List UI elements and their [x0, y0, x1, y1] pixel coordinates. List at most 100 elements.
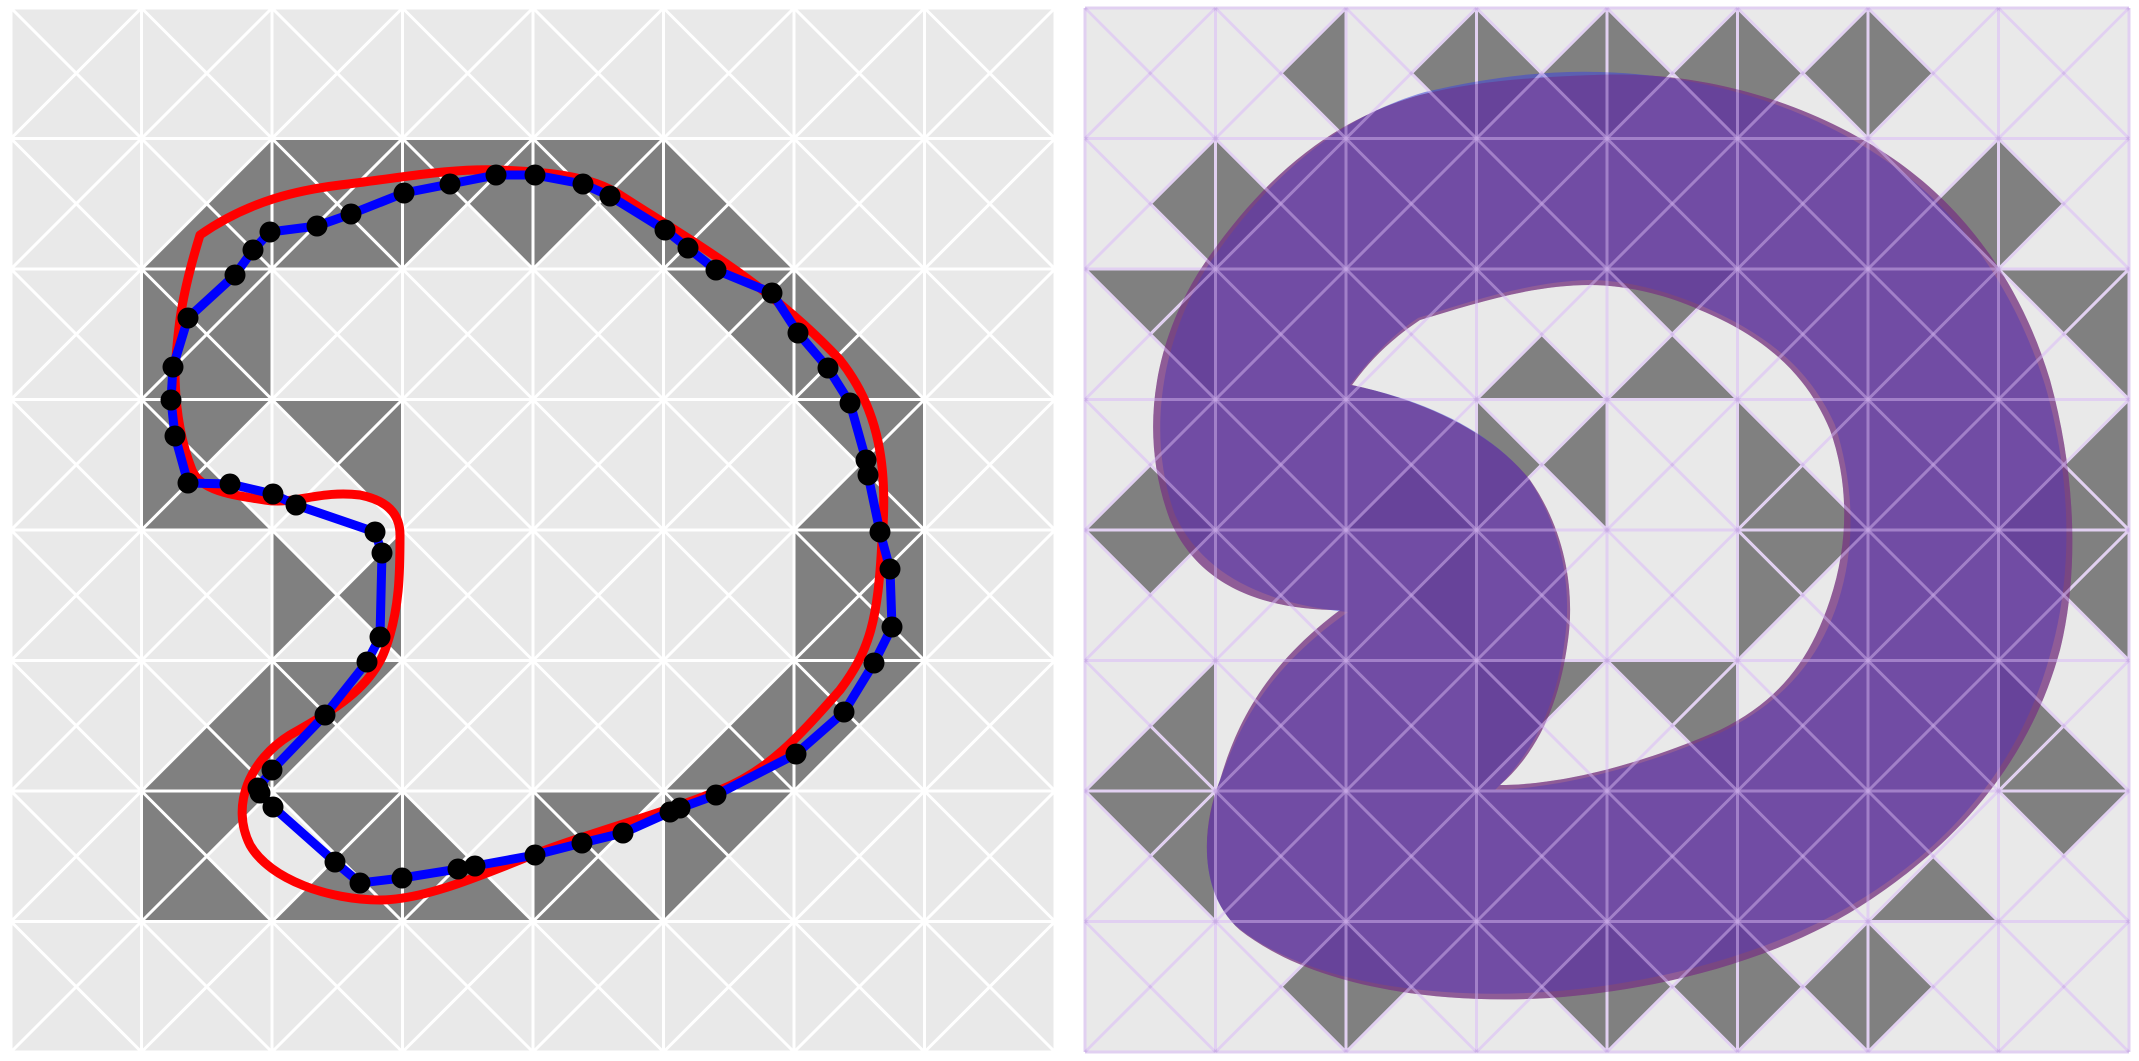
grid-diagonal	[662, 6, 796, 140]
grid-diagonal	[1214, 789, 1348, 923]
grid-diagonal	[1083, 528, 1217, 662]
right-dark-triangle	[1868, 921, 1934, 1052]
left-dark-triangle	[663, 791, 729, 922]
contour-vertex	[677, 237, 699, 259]
left-dark-triangle	[533, 791, 599, 922]
grid-diagonal	[923, 789, 1057, 923]
contour-vertex	[571, 832, 593, 854]
grid-diagonal	[1344, 267, 1478, 401]
contour-vertex	[485, 164, 507, 186]
right-dark-triangle	[2063, 530, 2129, 661]
left-dark-triangle	[141, 464, 272, 530]
right-dark-triangle	[1802, 921, 1868, 1052]
grid-diagonal	[1997, 659, 2131, 793]
right-dark-triangle	[1150, 660, 1216, 791]
grid-diagonal	[792, 528, 926, 662]
left-dark-triangle	[859, 399, 925, 530]
left-dark-triangle	[141, 856, 272, 922]
contour-vertex	[881, 616, 903, 638]
grid-diagonal	[923, 267, 1057, 401]
grid-diagonal	[401, 789, 535, 923]
grid-diagonal	[1083, 920, 1217, 1054]
left-dark-triangle	[794, 530, 860, 661]
grid-diagonal	[9, 6, 143, 140]
grid-diagonal	[401, 659, 535, 793]
right-dark-triangle	[1737, 399, 1803, 530]
grid-diagonal	[1344, 6, 1478, 140]
grid-diagonal	[1344, 528, 1478, 662]
grid-diagonal	[1344, 659, 1478, 793]
right-dark-triangle	[1476, 334, 1607, 400]
grid-diagonal	[270, 267, 404, 401]
contour-vertex	[219, 473, 241, 495]
left-dark-triangle	[337, 791, 403, 922]
grid-diagonal	[531, 920, 665, 1054]
grid-diagonal	[9, 659, 143, 793]
grid-diagonal	[1866, 6, 2000, 140]
grid-diagonal	[531, 137, 665, 271]
grid-diagonal	[1475, 659, 1609, 793]
grid-diagonal	[531, 528, 665, 662]
right-dark-triangle	[1737, 530, 1803, 661]
grid-diagonal	[1997, 528, 2131, 662]
contour-vertex	[242, 239, 264, 261]
right-dark-triangle	[1868, 856, 1999, 922]
contour-vertex	[393, 182, 415, 204]
contour-vertex	[447, 858, 469, 880]
left-dark-triangle	[533, 856, 664, 922]
left-dark-triangle	[141, 725, 272, 791]
contour-vertex	[464, 855, 486, 877]
grid-diagonal	[1475, 137, 1609, 271]
grid-diagonal	[140, 920, 274, 1054]
grid-diagonal	[1866, 528, 2000, 662]
left-grid-lines	[9, 6, 1057, 1054]
contour-vertex	[572, 173, 594, 195]
grid-diagonal	[1344, 137, 1478, 271]
left-dark-triangle	[272, 856, 403, 922]
grid-diagonal	[140, 398, 274, 532]
left-dark-triangle	[141, 203, 272, 269]
grid-diagonal	[1475, 920, 1609, 1054]
grid-diagonal	[1736, 920, 1870, 1054]
contour-vertex	[349, 872, 371, 894]
left-dark-triangle	[206, 660, 272, 791]
contour-vertex	[247, 777, 269, 799]
contour-vertex	[162, 356, 184, 378]
grid-diagonal	[140, 6, 274, 140]
right-dark-triangle	[1933, 138, 1999, 269]
right-dark-triangle	[1737, 464, 1868, 530]
grid-diagonal	[792, 6, 926, 140]
grid-diagonal	[1214, 659, 1348, 793]
contour-vertex	[857, 464, 879, 486]
grid-diagonal	[792, 659, 926, 793]
contour-vertex	[785, 743, 807, 765]
right-dark-triangle	[1998, 725, 2129, 791]
grid-diagonal	[270, 659, 404, 793]
grid-diagonal	[1083, 267, 1217, 401]
left-dark-triangle	[272, 791, 403, 857]
grid-diagonal	[1736, 528, 1870, 662]
right-dark-triangle	[1085, 269, 1216, 335]
grid-diagonal	[662, 920, 796, 1054]
grid-diagonal	[1605, 528, 1739, 662]
right-dark-triangle	[1280, 8, 1346, 139]
grid-diagonal	[1214, 267, 1348, 401]
grid-diagonal	[1214, 6, 1348, 140]
contour-vertex	[391, 867, 413, 889]
grid-diagonal	[1083, 789, 1217, 923]
grid-diagonal	[1605, 267, 1739, 401]
contour-vertex	[839, 392, 861, 414]
grid-diagonal	[1997, 137, 2131, 271]
grid-diagonal	[9, 789, 143, 923]
left-dark-triangle	[533, 138, 664, 204]
left-dark-triangle	[141, 399, 207, 530]
right-dark-triangle	[1737, 530, 1868, 596]
contour-vertex	[164, 425, 186, 447]
left-dark-triangle	[794, 269, 860, 400]
right-dark-triangle	[1998, 269, 2129, 335]
grid-diagonal	[140, 789, 274, 923]
left-dark-triangle	[337, 399, 403, 530]
right-dark-triangle	[1802, 8, 1868, 139]
contour-vertex	[177, 307, 199, 329]
contour-vertex	[654, 219, 676, 241]
